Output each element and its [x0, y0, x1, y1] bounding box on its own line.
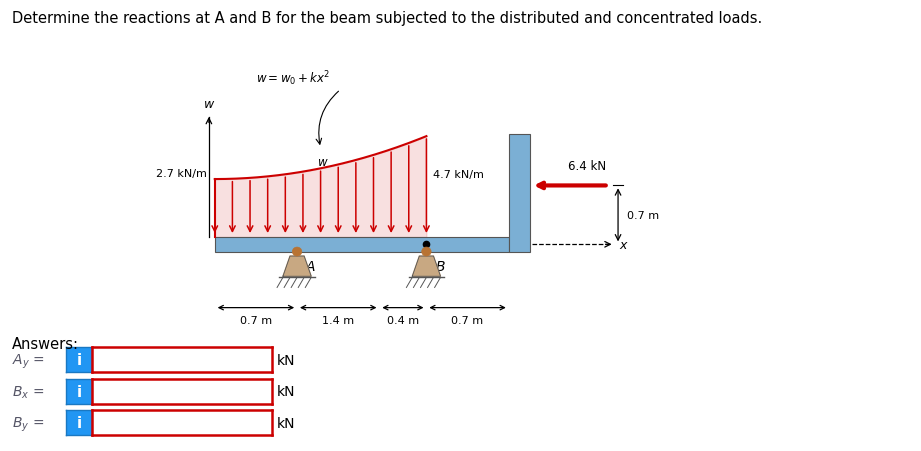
Text: 1.4 m: 1.4 m — [322, 316, 355, 326]
Circle shape — [292, 248, 302, 257]
Text: Answers:: Answers: — [12, 336, 79, 351]
Text: 0.7 m: 0.7 m — [451, 316, 484, 326]
Text: 4.7 kN/m: 4.7 kN/m — [434, 170, 484, 180]
Bar — [508, 134, 530, 252]
Text: $w = w_0 + kx^2$: $w = w_0 + kx^2$ — [256, 69, 331, 88]
Text: $B$: $B$ — [435, 260, 446, 274]
Text: $w$: $w$ — [203, 97, 215, 110]
Text: Determine the reactions at A and B for the beam subjected to the distributed and: Determine the reactions at A and B for t… — [12, 11, 763, 26]
Text: $x$: $x$ — [619, 238, 629, 251]
Text: 6.4 kN: 6.4 kN — [568, 160, 607, 173]
Text: i: i — [76, 384, 82, 399]
Text: kN: kN — [276, 385, 295, 398]
Text: 0.7 m: 0.7 m — [627, 211, 659, 221]
Text: kN: kN — [276, 416, 295, 430]
Text: $A$: $A$ — [305, 260, 317, 274]
Text: $B_y$ =: $B_y$ = — [12, 415, 44, 433]
Text: 2.7 kN/m: 2.7 kN/m — [156, 169, 206, 179]
Text: i: i — [76, 415, 82, 430]
Bar — [215, 238, 508, 252]
Polygon shape — [283, 257, 311, 276]
Text: $A_y$ =: $A_y$ = — [12, 352, 45, 370]
Text: $w$: $w$ — [317, 156, 329, 169]
Polygon shape — [413, 257, 440, 276]
Circle shape — [422, 248, 431, 257]
Text: i: i — [76, 352, 82, 367]
Text: kN: kN — [276, 353, 295, 367]
Text: $B_x$ =: $B_x$ = — [12, 384, 44, 400]
Text: 0.7 m: 0.7 m — [239, 316, 272, 326]
Text: 0.4 m: 0.4 m — [387, 316, 419, 326]
